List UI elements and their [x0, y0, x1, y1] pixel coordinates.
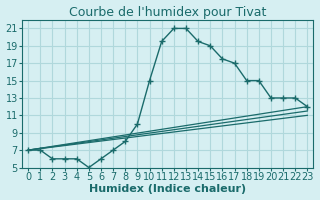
Title: Courbe de l'humidex pour Tivat: Courbe de l'humidex pour Tivat	[69, 6, 267, 19]
X-axis label: Humidex (Indice chaleur): Humidex (Indice chaleur)	[89, 184, 246, 194]
